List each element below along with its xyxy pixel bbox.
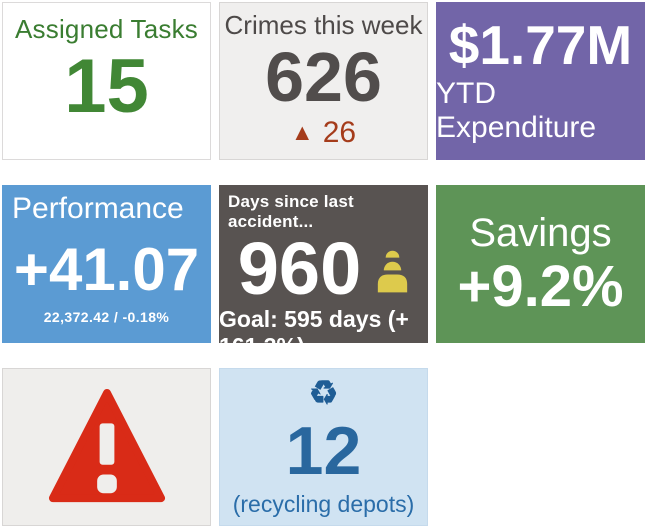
expenditure-label: YTD Expenditure: [436, 76, 597, 144]
accident-goal: Goal: 595 days (+ 161.3%): [219, 306, 409, 343]
accident-title: Days since last accident...: [228, 192, 354, 231]
savings-title: Savings: [469, 210, 612, 255]
expenditure-value: $1.77M: [448, 14, 633, 77]
empty-cell: [436, 368, 645, 526]
card-performance: Performance +41.07 22,372.42 / -0.18%: [2, 185, 211, 343]
crimes-value: 626: [265, 38, 382, 116]
performance-detail: 22,372.42 / -0.18%: [43, 309, 170, 325]
person-worker-icon: [378, 250, 408, 292]
card-ytd-expenditure: $1.77M YTD Expenditure: [436, 2, 645, 160]
card-assigned-tasks: Assigned Tasks 15: [2, 2, 211, 160]
savings-value: +9.2%: [457, 253, 624, 319]
card-days-since-accident: Days since last accident... 960 Goal: 59…: [219, 185, 428, 343]
warning-triangle-icon: [48, 388, 165, 503]
card-recycling-depots: ♻ 12 (recycling depots): [219, 368, 428, 526]
recycling-value: 12: [285, 413, 362, 489]
accident-value: 960: [237, 227, 362, 310]
performance-title: Performance: [12, 192, 184, 225]
crimes-delta: ▲ 26: [291, 116, 356, 150]
recycle-icon: ♻: [308, 374, 339, 411]
card-warning: [2, 368, 211, 526]
card-savings: Savings +9.2%: [436, 185, 645, 343]
up-arrow-icon: ▲: [290, 119, 314, 145]
accident-body: 960: [219, 232, 428, 306]
recycling-label: (recycling depots): [232, 491, 415, 517]
performance-value: +41.07: [13, 236, 200, 303]
assigned-tasks-title: Assigned Tasks: [15, 14, 198, 44]
card-crimes-this-week: Crimes this week 626 ▲ 26: [219, 2, 428, 160]
performance-body: +41.07 22,372.42 / -0.18%: [2, 226, 211, 343]
assigned-tasks-value: 15: [64, 44, 149, 129]
crimes-title: Crimes this week: [224, 10, 423, 40]
crimes-delta-value: 26: [322, 115, 357, 149]
